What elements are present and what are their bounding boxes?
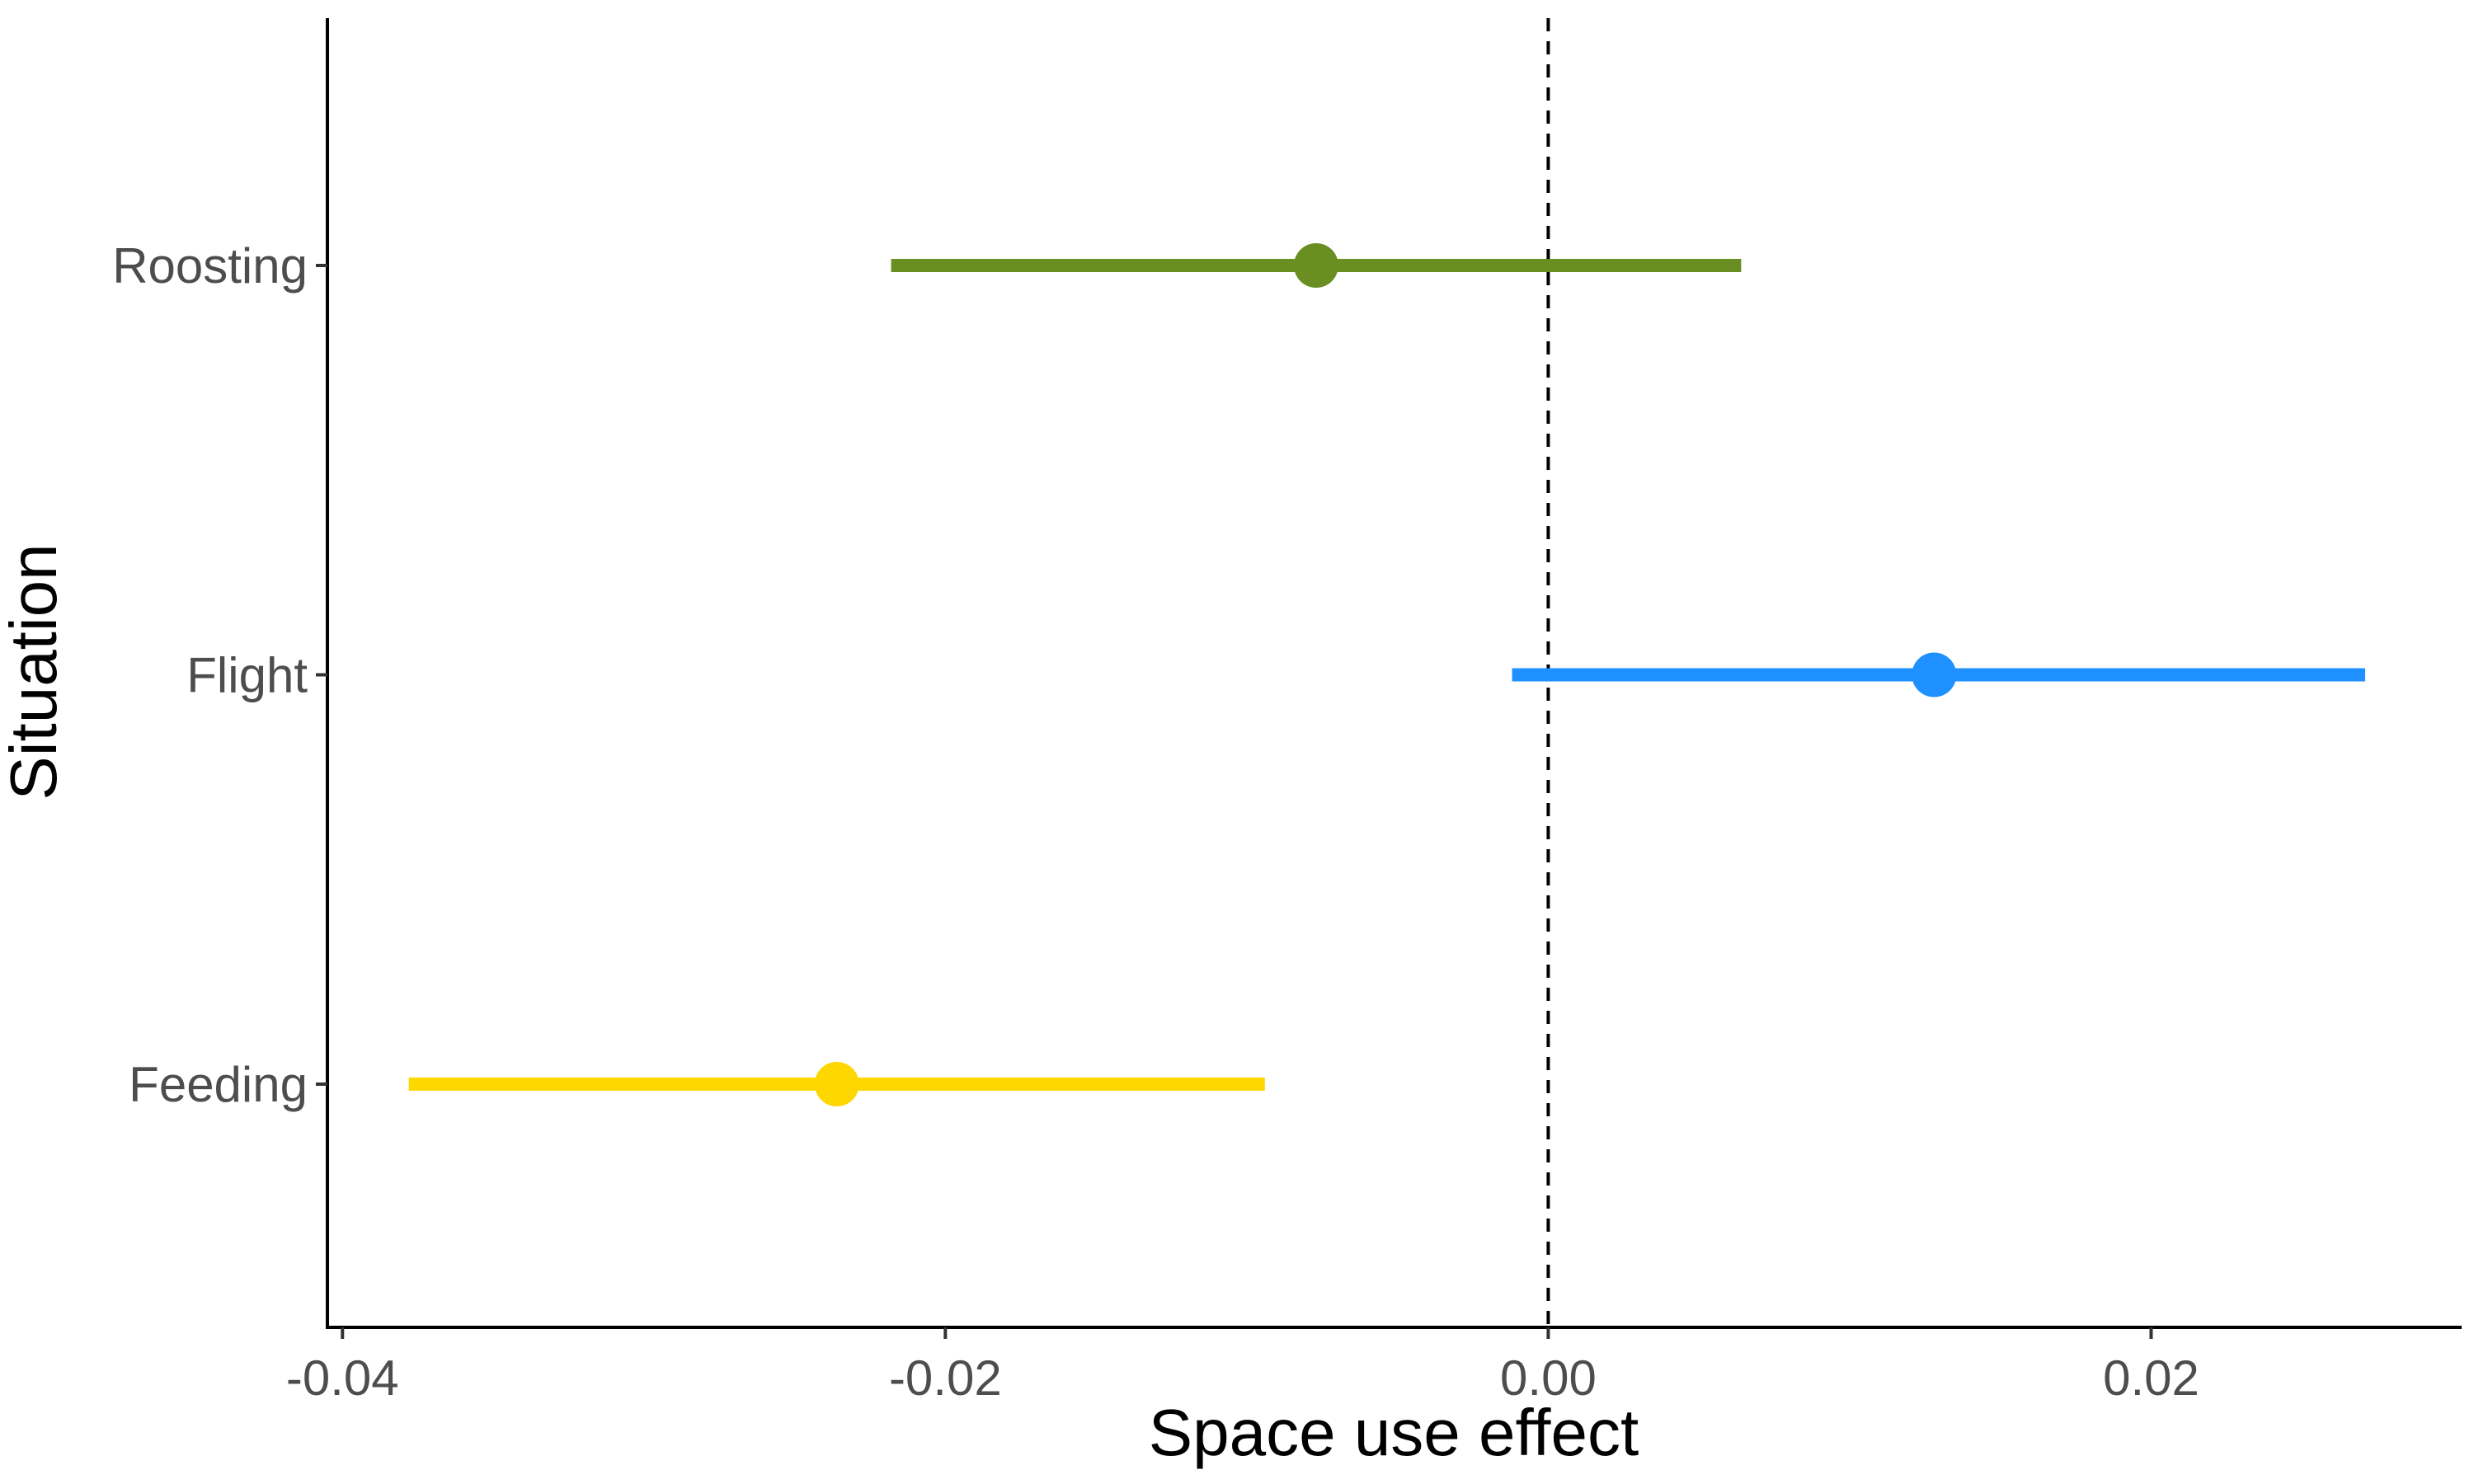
roosting-point	[1293, 243, 1338, 288]
flight-point	[1912, 652, 1957, 697]
y-tick-label: Roosting	[112, 238, 308, 294]
x-tick-label: -0.02	[889, 1350, 1002, 1406]
plot-area: -0.04 -0.02 0.00 0.02 Feeding Flight Roosting	[112, 18, 2462, 1406]
x-tick-label: 0.02	[2103, 1350, 2199, 1406]
feeding-point	[814, 1062, 859, 1106]
x-axis-title: Space use effect	[1149, 1396, 1639, 1469]
x-tick-label: -0.04	[286, 1350, 399, 1406]
x-tick-label: 0.00	[1500, 1350, 1597, 1406]
y-tick-label: Flight	[186, 648, 308, 703]
y-axis-title: Situation	[0, 543, 70, 800]
y-tick-label: Feeding	[129, 1057, 308, 1112]
